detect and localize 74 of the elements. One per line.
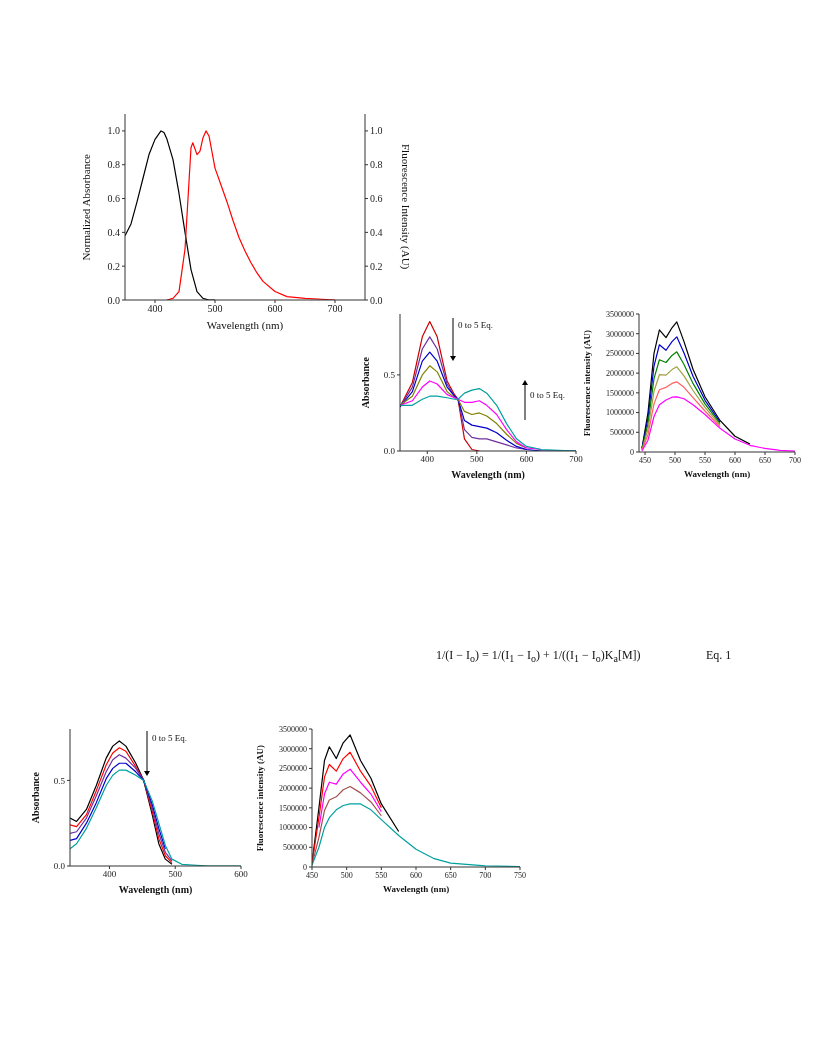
y-tick-label: 0.0 [107,294,120,306]
y-tick-label: 0.6 [107,193,120,205]
y-tick-label: 0 [630,447,634,457]
y-tick-label: 500000 [283,843,307,853]
y-axis-title: Absorbance [30,771,41,824]
x-axis-title: Wavelength (nm) [683,469,751,479]
y-tick-label: 2500000 [279,764,307,774]
y-axis-title: Fluorescence intensity (AU) [582,329,592,437]
x-tick-label: 400 [102,869,117,880]
y-tick-label: 0.4 [107,226,120,238]
x-tick-label: 600 [267,303,283,315]
y-axis-title: Fluorescence intensity (AU) [255,744,265,852]
y-tick-label: 0 [303,862,307,872]
text: Eq. 1 [706,648,732,663]
y2-tick-label: 1.0 [370,125,383,137]
x-tick-label: 550 [699,455,711,465]
y-tick-label: 3000000 [606,329,634,339]
text: 1/(I − I$_{o}$) = 1/(I$_{1}$ − I$_{o}$) + 1/((I$_{1}$ − I$_{o}$)K$_{a}$[M]) [436,648,641,665]
y-tick-label: 0.5 [53,775,66,786]
x-tick-label: 500 [470,454,485,465]
x-tick-label: 450 [639,455,651,465]
y-tick-label: 1000000 [279,823,307,833]
x-tick-label: 550 [375,870,388,880]
y-axis-title: Normalized Absorbance [80,153,92,261]
y-tick-label: 2000000 [606,368,634,378]
x-tick-label: 700 [789,455,801,465]
y2-tick-label: 0.0 [370,294,383,306]
x-tick-label: 600 [410,870,422,880]
annotation: 0 to 5 Eq. [530,390,565,400]
x-tick-label: 500 [340,870,353,880]
x-tick-label: 700 [479,870,492,880]
line-series [641,321,751,449]
x-axis-title: Wavelength (nm) [206,319,284,331]
x-tick-label: 600 [234,869,249,880]
y-tick-label: 2000000 [279,783,307,793]
x-tick-label: 700 [569,454,584,465]
x-tick-label: 450 [306,870,318,880]
y-tick-label: 3000000 [279,744,307,754]
x-axis-title: Wavelength (nm) [451,469,525,480]
y-tick-label: 1500000 [279,803,307,813]
y-tick-label: 1000000 [606,408,634,418]
y-tick-label: 3500000 [606,309,634,319]
y-tick-label: 3500000 [279,724,307,734]
x-tick-label: 400 [420,454,435,465]
x-tick-label: 500 [669,455,681,465]
x-tick-label: 500 [168,869,183,880]
x-tick-label: 600 [519,454,534,465]
annotation: 0 to 5 Eq. [152,733,187,743]
x-axis-title: Wavelength (nm) [382,884,450,894]
y-tick-label: 0.5 [383,370,396,381]
line-series [70,762,166,850]
x-tick-label: 500 [207,303,223,315]
y2-tick-label: 0.6 [370,193,383,205]
y-tick-label: 1500000 [606,388,634,398]
x-tick-label: 600 [729,455,741,465]
y-tick-label: 500000 [610,428,634,438]
y-tick-label: 0.8 [107,159,120,171]
y2-tick-label: 0.2 [370,260,383,272]
y-tick-label: 0.2 [107,260,120,272]
annotation: 0 to 5 Eq. [458,320,493,330]
line-series [318,768,382,829]
x-tick-label: 650 [759,455,771,465]
y-axis-title: Absorbance [360,356,371,409]
x-tick-label: 700 [327,303,343,315]
y-tick-label: 1.0 [107,125,120,137]
y2-tick-label: 0.4 [370,226,383,238]
y-tick-label: 2500000 [606,349,634,359]
line-series [641,381,721,452]
x-tick-label: 400 [147,303,163,315]
y2-axis-title: Fluorescence Intensity (AU) [400,144,412,270]
y2-tick-label: 0.8 [370,159,383,171]
x-tick-label: 750 [514,870,526,880]
x-axis-title: Wavelength (nm) [118,884,193,895]
x-tick-label: 650 [444,870,457,880]
